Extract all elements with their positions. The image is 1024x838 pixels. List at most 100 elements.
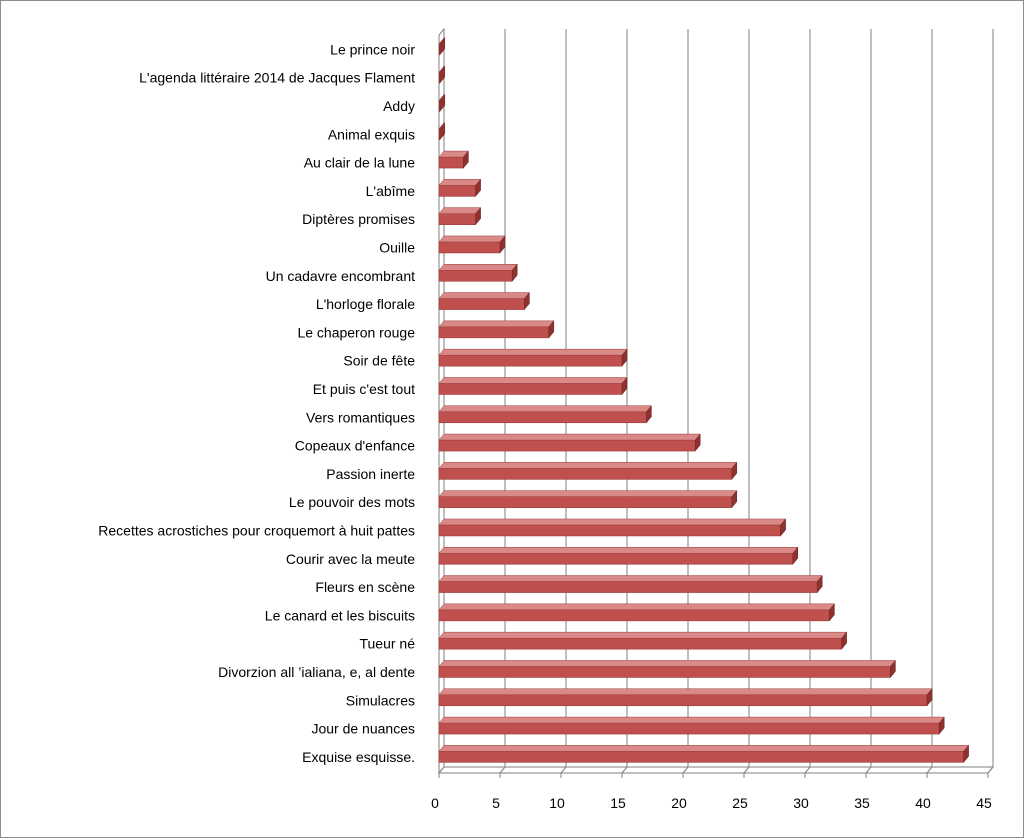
bar-top [438,348,628,356]
bar-face [438,439,696,452]
category-label: Vers romantiques [306,409,415,425]
bar-top [438,745,970,752]
bar-top [438,518,787,526]
x-tick-label: 40 [915,795,931,811]
floor-gridline [682,766,689,774]
bar-top [438,547,799,554]
bar [438,631,848,650]
bar-top [438,716,945,724]
category-label: Passion inerte [326,466,415,482]
category-label: Et puis c'est tout [313,381,415,397]
bar [438,178,482,198]
bar-side [463,150,469,169]
bar-face [438,241,501,254]
bar-face [438,751,964,763]
category-label: Le chaperon rouge [297,324,415,340]
bar-side [439,122,446,141]
bar-face [438,411,647,424]
category-labels: Exquise esquisse. Jour de nuances Simulacr… [98,41,416,765]
bar-face [438,694,928,707]
category-label: Tueur né [359,636,415,652]
bar-side [829,603,835,622]
bar-side [524,291,530,311]
bar-side [475,178,481,198]
x-tick-label: 5 [492,795,500,811]
bar-side [646,405,652,424]
bar-side [475,206,481,226]
bar-top [438,292,530,299]
category-label: Fleurs en scène [315,579,415,595]
bar-side [841,631,847,650]
bar-top [438,235,506,243]
bar-top [438,433,701,441]
bar-face [438,354,623,367]
bar-side [499,235,506,254]
bar-top [438,631,848,639]
bar-face [438,666,891,678]
bar [438,291,530,311]
bar [438,65,446,84]
bar-side [439,93,446,113]
category-label: Jour de nuances [311,721,415,737]
x-tick-label: 45 [976,795,992,811]
bar-face [438,722,940,735]
floor-gridline [499,766,506,774]
bar-top [438,575,823,582]
bar-side [731,489,738,509]
category-label: L'agenda littéraire 2014 de Jacques Flam… [139,70,415,86]
bar [438,546,799,565]
bar-top [438,603,835,611]
bar-top [438,462,738,469]
category-label: Le canard et les biscuits [265,607,415,623]
bar-face [438,637,842,650]
bar-side [694,433,701,452]
bar-top [438,179,482,186]
bar [438,489,738,509]
category-label: Soir de fête [343,353,415,369]
bar-side [439,37,446,56]
bar-face [438,298,525,310]
bar [438,688,933,707]
bar-face [438,581,818,593]
bar [438,348,628,367]
bars [438,37,970,764]
category-label: Diptères promises [302,211,415,227]
bar [438,518,787,537]
bar-face [438,383,623,395]
bar [438,744,970,764]
bar-top [438,490,738,497]
floor-gridline [804,766,811,774]
bar-side [621,348,628,367]
bar [438,716,945,735]
category-label: Simulacres [346,692,415,708]
category-label: Copeaux d'enfance [295,438,415,454]
bar-face [438,326,550,339]
x-tick-label: 0 [431,795,439,811]
floor-gridline [560,766,567,774]
bar-side [780,518,786,537]
category-label: Au clair de la lune [304,155,416,171]
x-tick-label: 35 [854,795,870,811]
bar [438,206,482,226]
bar [438,150,469,169]
bar-face [438,496,733,508]
bar-side [963,744,969,764]
category-label: Animal exquis [328,126,415,142]
bar-top [438,405,652,412]
bar-side [731,461,738,481]
bar-side [439,65,446,84]
category-label: Exquise esquisse. [302,749,415,765]
bar [438,574,823,594]
category-label: Un cadavre encombrant [266,268,416,284]
bar-face [438,185,476,197]
floor-gridline [865,766,872,774]
bar [438,405,652,424]
bar-side [792,546,799,565]
x-tick-label: 30 [793,795,809,811]
category-label: Divorzion all ’ialiana, e, al dente [218,664,415,680]
category-label: L'horloge florale [316,296,415,312]
category-label: Ouille [379,239,415,255]
bar [438,603,835,622]
bar-face [438,269,513,282]
